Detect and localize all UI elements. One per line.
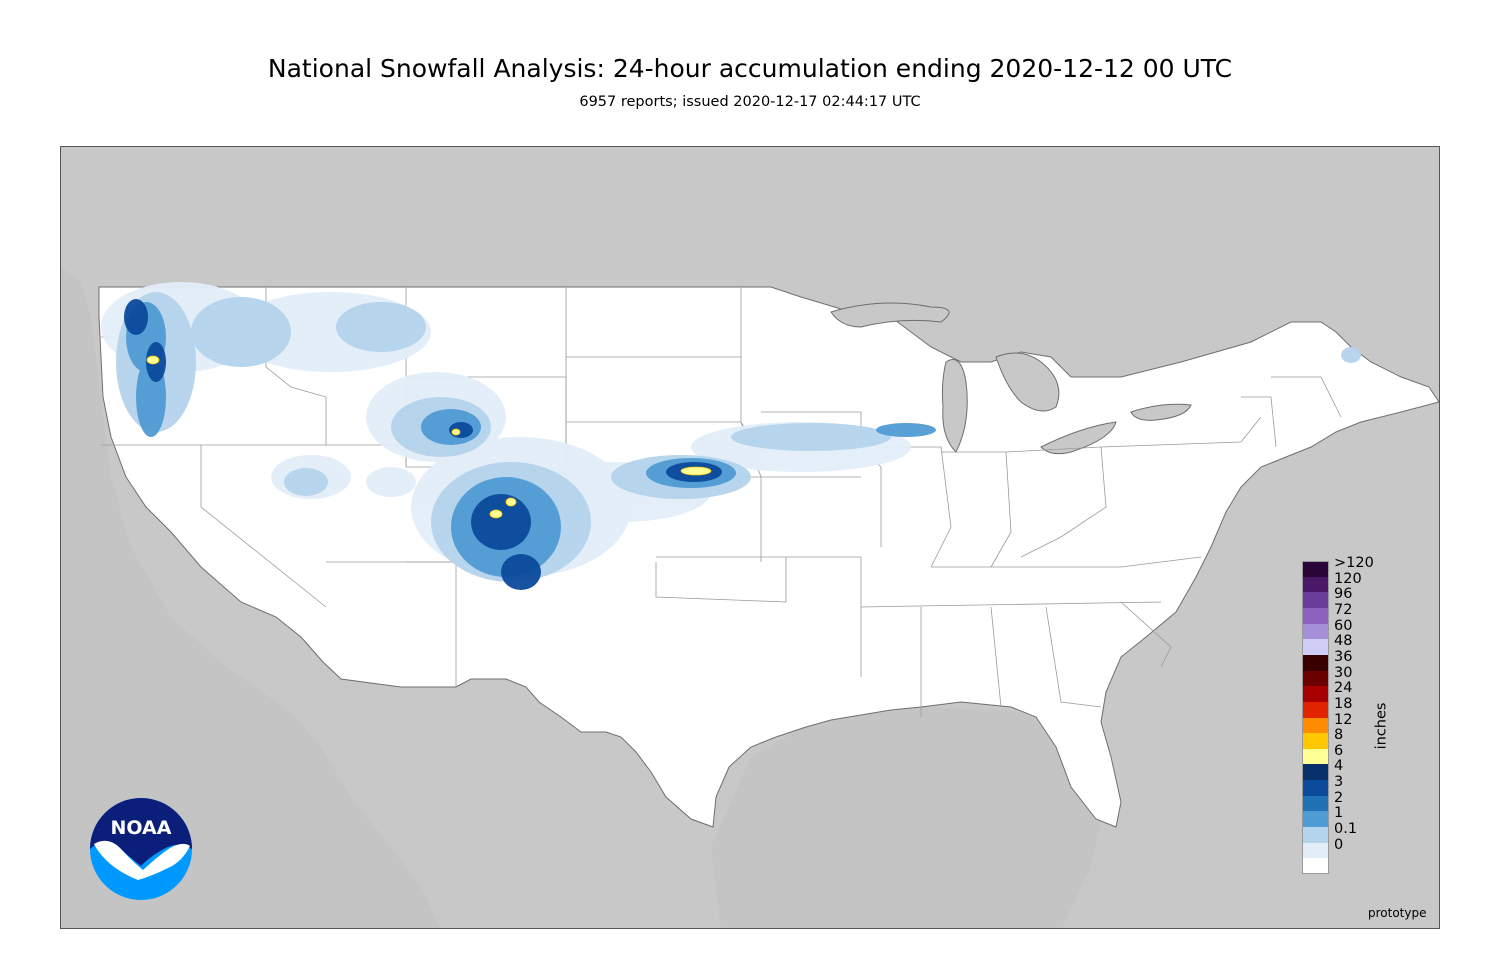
lake-ontario — [1130, 403, 1192, 421]
legend-label: 72 — [1334, 601, 1353, 618]
legend-swatch — [1302, 842, 1329, 859]
legend-label: 1 — [1334, 805, 1344, 822]
legend-label: 36 — [1334, 648, 1353, 665]
legend-label: 8 — [1334, 727, 1344, 744]
legend-label: 96 — [1334, 586, 1353, 603]
gulf-of-mexico — [711, 707, 1106, 928]
lake-huron — [995, 352, 1060, 412]
legend-label: 0 — [1334, 836, 1344, 853]
legend-swatch — [1302, 764, 1329, 781]
map-canvas — [61, 147, 1439, 928]
legend-swatch — [1302, 780, 1329, 797]
legend-swatch — [1302, 733, 1329, 750]
legend-border — [1302, 561, 1329, 874]
pacific-ocean — [61, 267, 441, 928]
snowfall-map[interactable] — [60, 146, 1440, 929]
legend-units-label: inches — [1373, 702, 1390, 750]
legend-label: >120 — [1334, 555, 1374, 571]
noaa-logo-text: NOAA — [111, 817, 172, 839]
legend-label: 6 — [1334, 742, 1344, 759]
legend-swatch — [1302, 607, 1329, 625]
color-legend: >120 120 96 72 60 48 36 30 24 18 12 8 6 4 3 2 1 0.1 0 — [1302, 555, 1422, 875]
legend-swatch — [1302, 623, 1329, 640]
legend-swatch — [1302, 576, 1329, 593]
noaa-logo: NOAA — [90, 798, 192, 900]
prototype-label: prototype — [1368, 906, 1427, 920]
legend-label: 60 — [1334, 617, 1353, 634]
legend-label: 2 — [1334, 789, 1344, 806]
legend-swatch — [1302, 827, 1329, 844]
lake-erie — [1040, 421, 1117, 455]
legend-swatch — [1302, 639, 1329, 656]
legend-swatch — [1302, 717, 1329, 734]
legend-swatch — [1302, 686, 1329, 703]
legend-label: 48 — [1334, 633, 1353, 650]
legend-label: 24 — [1334, 680, 1353, 697]
legend-swatch — [1302, 670, 1329, 687]
legend-label: 30 — [1334, 664, 1353, 681]
legend-label: 3 — [1334, 774, 1344, 791]
legend-swatch — [1302, 561, 1329, 578]
legend-swatch — [1302, 701, 1329, 718]
legend-label: 12 — [1334, 711, 1353, 728]
snowfall-6-to-12 — [146, 355, 712, 519]
page-title: National Snowfall Analysis: 24-hour accu… — [267, 54, 1233, 83]
legend-label: 0.1 — [1334, 821, 1358, 838]
legend-label: 18 — [1334, 695, 1353, 712]
legend-swatch — [1302, 748, 1329, 765]
legend-label: 4 — [1334, 758, 1344, 775]
legend-swatch — [1302, 795, 1329, 812]
legend-swatch — [1302, 654, 1329, 671]
legend-swatch — [1302, 592, 1329, 609]
legend-swatch — [1302, 811, 1329, 828]
legend-swatch — [1302, 858, 1329, 875]
lake-superior — [830, 302, 950, 328]
page-subtitle: 6957 reports; issued 2020-12-17 02:44:17… — [579, 94, 921, 110]
legend-label: 120 — [1334, 570, 1362, 587]
